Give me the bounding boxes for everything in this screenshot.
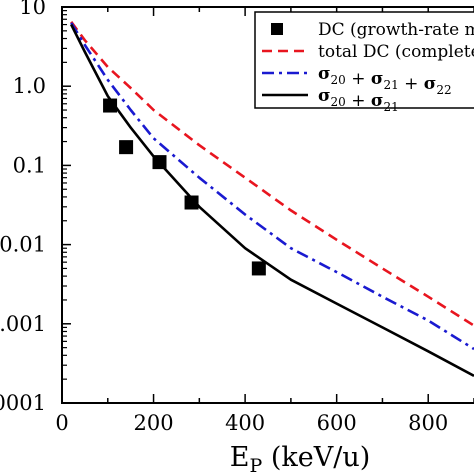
data-point — [119, 140, 134, 155]
series-line-3 — [70, 24, 474, 378]
legend-label: DC (growth-rate met — [318, 20, 474, 40]
y-tick-label: 0.01 — [0, 233, 46, 257]
y-tick-label: 0.1 — [13, 153, 46, 177]
x-tick-label: 0 — [55, 411, 68, 435]
x-axis-label: EP (keV/u) — [230, 442, 371, 474]
x-tick-label: 200 — [134, 411, 174, 435]
x-tick-label: 800 — [408, 411, 448, 435]
data-point — [152, 155, 167, 170]
tick-labels: 0 200 400 600 800 10 1.0 0.1 0.01 0.001 0.0001 — [0, 0, 448, 435]
legend: DC (growth-rate mettotal DC (complete sσ… — [254, 11, 474, 114]
plot-frame — [61, 6, 474, 404]
data-point — [103, 98, 118, 113]
legend-label: total DC (complete s — [318, 42, 474, 62]
data-point — [251, 261, 266, 276]
data-point — [184, 195, 199, 210]
y-tick-label: 10 — [19, 0, 46, 19]
legend-label: σ20 + σ21 — [318, 86, 399, 114]
y-tick-label: 1.0 — [13, 74, 46, 98]
plot-border — [61, 6, 474, 404]
y-tick-label: 0.0001 — [0, 391, 46, 415]
tick-marks — [61, 6, 474, 404]
series-line-2 — [70, 22, 474, 351]
x-tick-label: 600 — [317, 411, 357, 435]
y-tick-label: 0.001 — [0, 312, 46, 336]
x-tick-label: 400 — [225, 411, 265, 435]
legend-label: σ20 + σ21 + σ22 — [318, 64, 452, 97]
legend-box — [254, 11, 474, 109]
series-line-1 — [70, 21, 474, 327]
legend-marker — [271, 23, 283, 35]
series-layer — [70, 21, 474, 378]
